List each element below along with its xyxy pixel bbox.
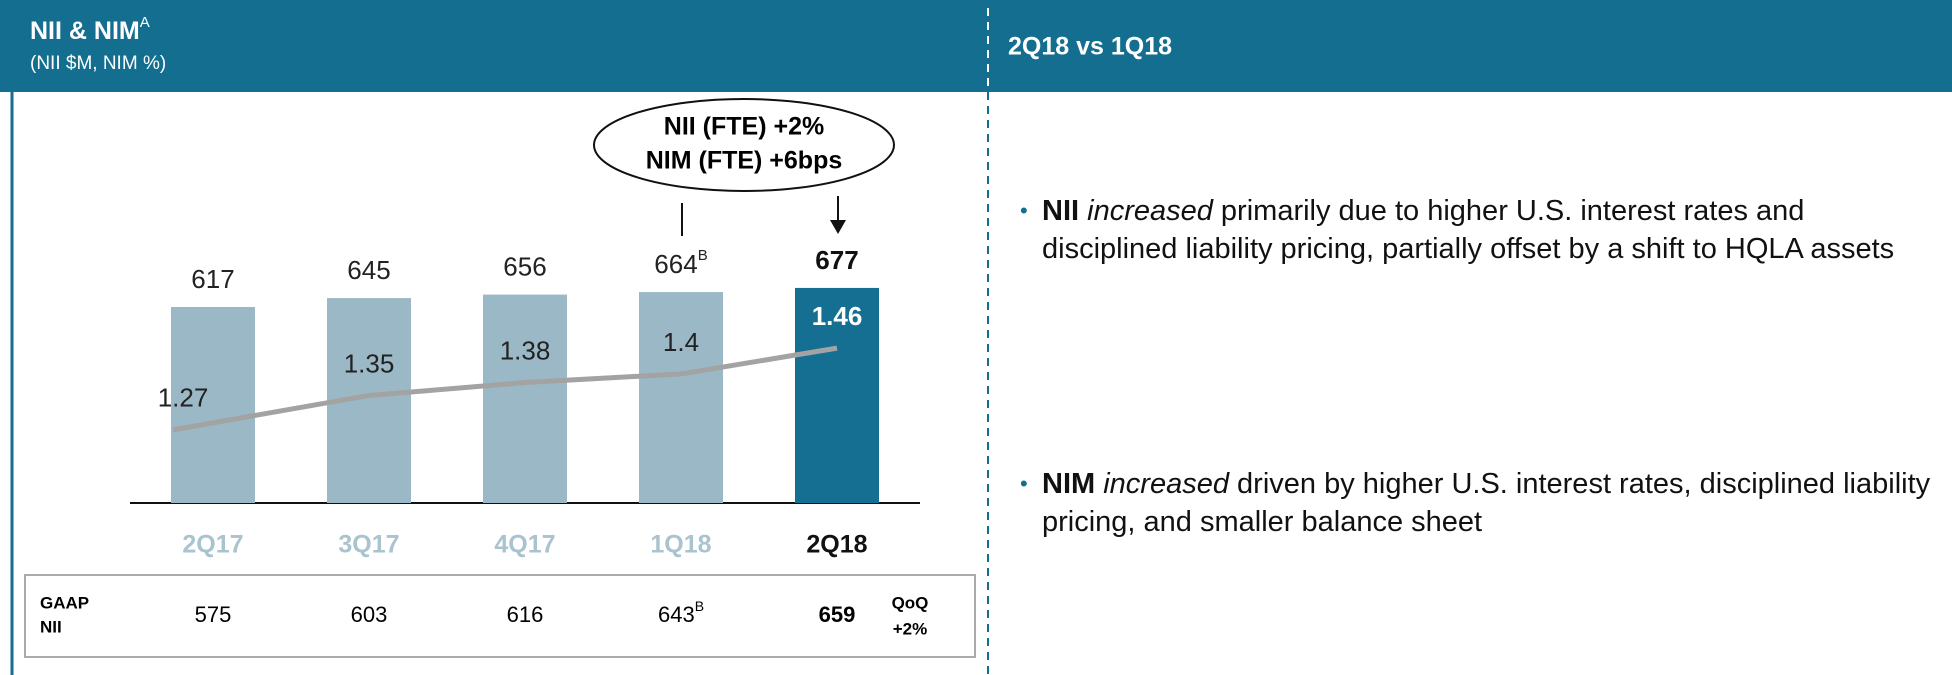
bar xyxy=(795,287,879,503)
bar-label: 664B xyxy=(654,247,707,279)
x-tick-label: 2Q18 xyxy=(806,531,867,559)
nim-label: 1.35 xyxy=(344,348,395,378)
table-number: 659 xyxy=(819,602,856,627)
callout-line: NIM (FTE) +6bps xyxy=(646,147,843,175)
header-bar xyxy=(0,0,1952,92)
nim-label: 1.38 xyxy=(500,335,551,365)
nim-label: 1.4 xyxy=(663,327,699,357)
arrow-head xyxy=(830,220,846,234)
bullet-italic: increased xyxy=(1103,468,1229,500)
table-number: 575 xyxy=(195,602,232,627)
bar-value: 617 xyxy=(191,264,234,294)
bar xyxy=(483,294,567,503)
nim-label: 1.27 xyxy=(158,383,209,413)
table-number: 603 xyxy=(351,602,388,627)
bar-sup: B xyxy=(698,247,708,264)
table-number: 616 xyxy=(507,602,544,627)
bar xyxy=(171,306,255,503)
qoq: +2% xyxy=(893,619,928,638)
table-value: 603 xyxy=(351,602,388,627)
table-value: 643B xyxy=(658,598,704,627)
bullet: NII increased primarily due to higher U.… xyxy=(1020,192,1942,268)
table-value: 616 xyxy=(507,602,544,627)
bar-label: 656 xyxy=(503,251,546,281)
bullet-italic: increased xyxy=(1087,195,1213,227)
table-sup: B xyxy=(695,598,704,614)
table-value: 575 xyxy=(195,602,232,627)
title-text: NII & NIM xyxy=(30,17,140,45)
bar xyxy=(639,292,723,503)
right-title: 2Q18 vs 1Q18 xyxy=(1008,33,1172,61)
bullet-bold: NII xyxy=(1042,195,1080,227)
table-number: 643 xyxy=(658,602,695,627)
x-tick-label: 1Q18 xyxy=(650,531,711,559)
title-sup: A xyxy=(140,14,150,31)
bullet-text: driven by higher U.S. interest rates, di… xyxy=(1042,468,1931,538)
table-box xyxy=(24,574,976,658)
table-label: GAAP xyxy=(40,593,89,612)
table-label: NII xyxy=(40,617,62,636)
x-tick-label: 2Q17 xyxy=(182,531,243,559)
title: NII & NIMA xyxy=(30,14,150,45)
bar-label: 617 xyxy=(191,264,234,294)
bar-label: 677 xyxy=(815,245,858,275)
bar-value: 664 xyxy=(654,249,697,279)
bullet: NIM increased driven by higher U.S. inte… xyxy=(1020,465,1942,541)
x-tick-label: 4Q17 xyxy=(494,531,555,559)
bar-value: 656 xyxy=(503,251,546,281)
nim-label: 1.46 xyxy=(812,301,863,331)
bullet-bold: NIM xyxy=(1042,468,1096,500)
table-value: 659 xyxy=(819,602,856,627)
bar-value: 645 xyxy=(347,255,390,285)
callout-line: NII (FTE) +2% xyxy=(664,113,824,141)
x-tick-label: 3Q17 xyxy=(338,531,399,559)
bullet-text: primarily due to higher U.S. interest ra… xyxy=(1042,195,1895,265)
nim-line xyxy=(172,345,838,433)
callout xyxy=(593,98,895,192)
bar-label: 645 xyxy=(347,255,390,285)
bar-value: 677 xyxy=(815,245,858,275)
qoq: QoQ xyxy=(892,593,929,612)
subtitle: (NII $M, NIM %) xyxy=(30,53,166,74)
